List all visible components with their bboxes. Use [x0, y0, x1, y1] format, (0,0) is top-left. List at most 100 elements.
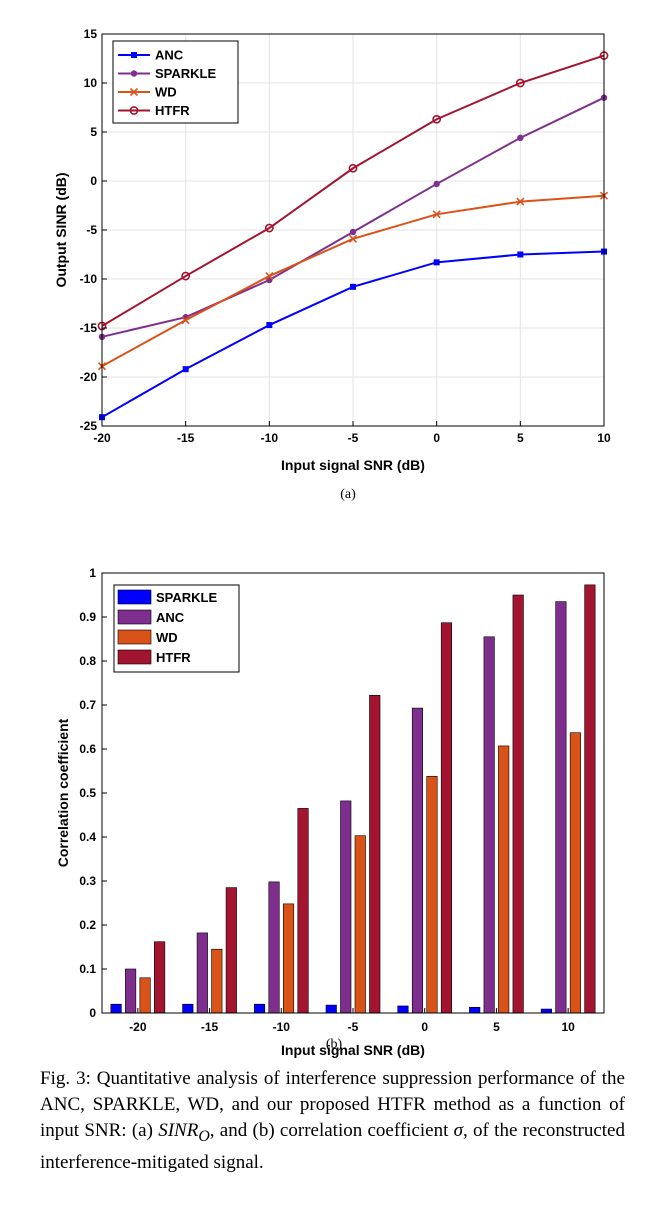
- chart-a-point-sparkle: [517, 134, 524, 142]
- caption-sinr-symbol: SINR: [158, 1120, 199, 1141]
- chart-a-legend-marker-htfr: [129, 106, 139, 115]
- chart-b-bar-wd: [498, 745, 510, 1014]
- chart-a-point-wd-stroke: [348, 234, 358, 243]
- chart-a-x-tick-labels: -20 -15 -10 -5 0 5 10: [93, 421, 611, 445]
- chart-b-bar-htfr: [154, 941, 166, 1014]
- chart-a-point-wd-stroke: [265, 271, 274, 281]
- chart-b-bar-htfr: [512, 594, 524, 1014]
- chart-a-point-anc: [433, 259, 440, 266]
- chart-a-legend-label-sparkle: SPARKLE: [155, 66, 216, 81]
- chart-a-point-wd: [181, 316, 190, 325]
- chart-b-legend-swatch-anc: [117, 609, 152, 625]
- chart-a-point-anc: [517, 251, 524, 258]
- chart-b-bar-anc: [340, 800, 352, 1014]
- chart-a-legend-marker-wd: [129, 87, 139, 97]
- chart-a-legend-marker-wd-stroke: [129, 87, 139, 97]
- chart-a-x-tick-label: -10: [261, 431, 279, 445]
- chart-a-point-wd: [516, 197, 525, 206]
- chart-b-legend: SPARKLE ANC WD HTFR: [113, 584, 240, 673]
- chart-b-bar-htfr: [440, 622, 453, 1014]
- chart-b-bar-anc: [125, 968, 137, 1014]
- chart-a-point-sparkle: [349, 228, 357, 236]
- chart-a-point-wd-stroke: [432, 210, 441, 219]
- chart-a-legend-label-htfr: HTFR: [155, 103, 190, 118]
- chart-b-x-axis-label: Input signal SNR (dB): [281, 1042, 425, 1058]
- chart-b-x-tick-label: 0: [421, 1020, 428, 1034]
- chart-b-bars: [110, 584, 596, 1014]
- chart-b-y-tick-label: 0.8: [79, 654, 96, 668]
- chart-a-point-htfr: [432, 114, 442, 124]
- chart-b-bar-wd: [426, 775, 438, 1014]
- chart-a-point-sparkle: [433, 180, 440, 188]
- chart-b-subtitle-wrap: (b): [0, 1028, 654, 1058]
- chart-b-legend-label-anc: ANC: [156, 610, 185, 625]
- chart-a-legend-label-anc: ANC: [155, 48, 184, 63]
- chart-a-point-wd: [265, 271, 274, 281]
- chart-b-bar-wd: [139, 977, 151, 1014]
- caption-tail: , of the reconstructed interference-miti…: [40, 1120, 625, 1173]
- chart-a-series-line-htfr: [101, 54, 605, 327]
- chart-b-y-axis-label: Correlation coefficient: [55, 718, 71, 867]
- chart-b-y-tick-label: 0.6: [79, 742, 96, 756]
- chart-a-point-anc: [266, 322, 273, 329]
- chart-b-subtitle: (b): [326, 1037, 343, 1052]
- chart-b-bar-sparkle: [253, 1003, 266, 1014]
- chart-b-bar-wd: [282, 903, 295, 1014]
- chart-a-y-tick-label: -20: [80, 370, 98, 384]
- caption-sigma: σ: [453, 1120, 464, 1141]
- chart-a-x-tick-label: -5: [348, 431, 359, 445]
- chart-a-point-htfr: [264, 223, 274, 233]
- chart-a-point-anc: [182, 366, 189, 373]
- chart-a-y-tick-label: -5: [86, 223, 97, 237]
- chart-a-x-tick-label: -15: [177, 431, 195, 445]
- chart-b-y-tick-label: 0.2: [79, 918, 96, 932]
- chart-a-point-anc: [350, 283, 356, 290]
- chart-a-y-tick-label: 10: [84, 76, 98, 90]
- chart-b-x-tick-label: -20: [129, 1020, 147, 1034]
- chart-b-bar-anc: [483, 636, 495, 1014]
- chart-b-bar-sparkle: [540, 1008, 552, 1014]
- chart-a-point-htfr: [348, 163, 358, 173]
- chart-b-bar-htfr: [584, 584, 596, 1014]
- chart-b-bar-wd: [569, 732, 581, 1014]
- chart-b-bar-htfr: [225, 887, 237, 1014]
- chart-b-y-tick-label: 0.7: [79, 698, 96, 712]
- chart-b-x-tick-label: 5: [493, 1020, 500, 1034]
- chart-b-bar-sparkle: [397, 1005, 409, 1014]
- chart-a-x-tick-label: 0: [433, 431, 440, 445]
- chart-a-legend-label-wd: WD: [155, 85, 177, 100]
- caption-middle: , and (b) correlation coefficient: [209, 1120, 454, 1141]
- chart-b-bar-wd: [354, 835, 366, 1014]
- chart-b-bar-htfr: [297, 808, 309, 1014]
- chart-a-x-tick-label: 10: [597, 431, 611, 445]
- chart-b-legend-swatch-htfr: [117, 649, 152, 665]
- chart-a-x-tick-label: 5: [517, 431, 524, 445]
- chart-b-legend-swatch-sparkle: [117, 589, 152, 605]
- chart-a-y-axis-label: Output SINR (dB): [53, 172, 69, 287]
- chart-b-y-tick-label: 0: [89, 1006, 96, 1020]
- chart-a-x-tick-label: -20: [93, 431, 111, 445]
- chart-a-point-htfr: [181, 271, 191, 281]
- chart-b-y-tick-labels: 0 0.1 0.2 0.3 0.4 0.5 0.6 0.7 0.8 0.9 1: [79, 566, 107, 1020]
- chart-b-x-tick-label: 10: [561, 1020, 575, 1034]
- chart-a-y-tick-label: -10: [80, 272, 98, 286]
- chart-b-y-tick-label: 0.4: [79, 830, 96, 844]
- chart-a-point-wd-stroke: [516, 197, 525, 206]
- chart-b-x-tick-label: -15: [201, 1020, 219, 1034]
- chart-b-bar-anc: [196, 932, 208, 1014]
- chart-b-bar-anc: [555, 601, 567, 1014]
- chart-b-y-tick-label: 0.9: [79, 610, 96, 624]
- caption-lead: Fig. 3: Quantitative analysis of interfe…: [40, 1068, 625, 1141]
- chart-b-x-tick-label: -10: [273, 1020, 291, 1034]
- chart-b-y-tick-label: 0.1: [79, 962, 96, 976]
- chart-b-bar-sparkle: [469, 1006, 481, 1014]
- chart-b-bar-sparkle: [110, 1003, 122, 1014]
- chart-a-y-tick-label: 5: [90, 125, 97, 139]
- chart-b-legend-label-sparkle: SPARKLE: [156, 590, 217, 605]
- chart-a-point-wd: [432, 210, 441, 219]
- chart-b-bar-anc: [411, 707, 424, 1014]
- chart-b-bar-sparkle: [182, 1003, 194, 1014]
- chart-a-y-tick-labels: -25 -20 -15 -10 -5 0 5 10 15: [80, 27, 107, 433]
